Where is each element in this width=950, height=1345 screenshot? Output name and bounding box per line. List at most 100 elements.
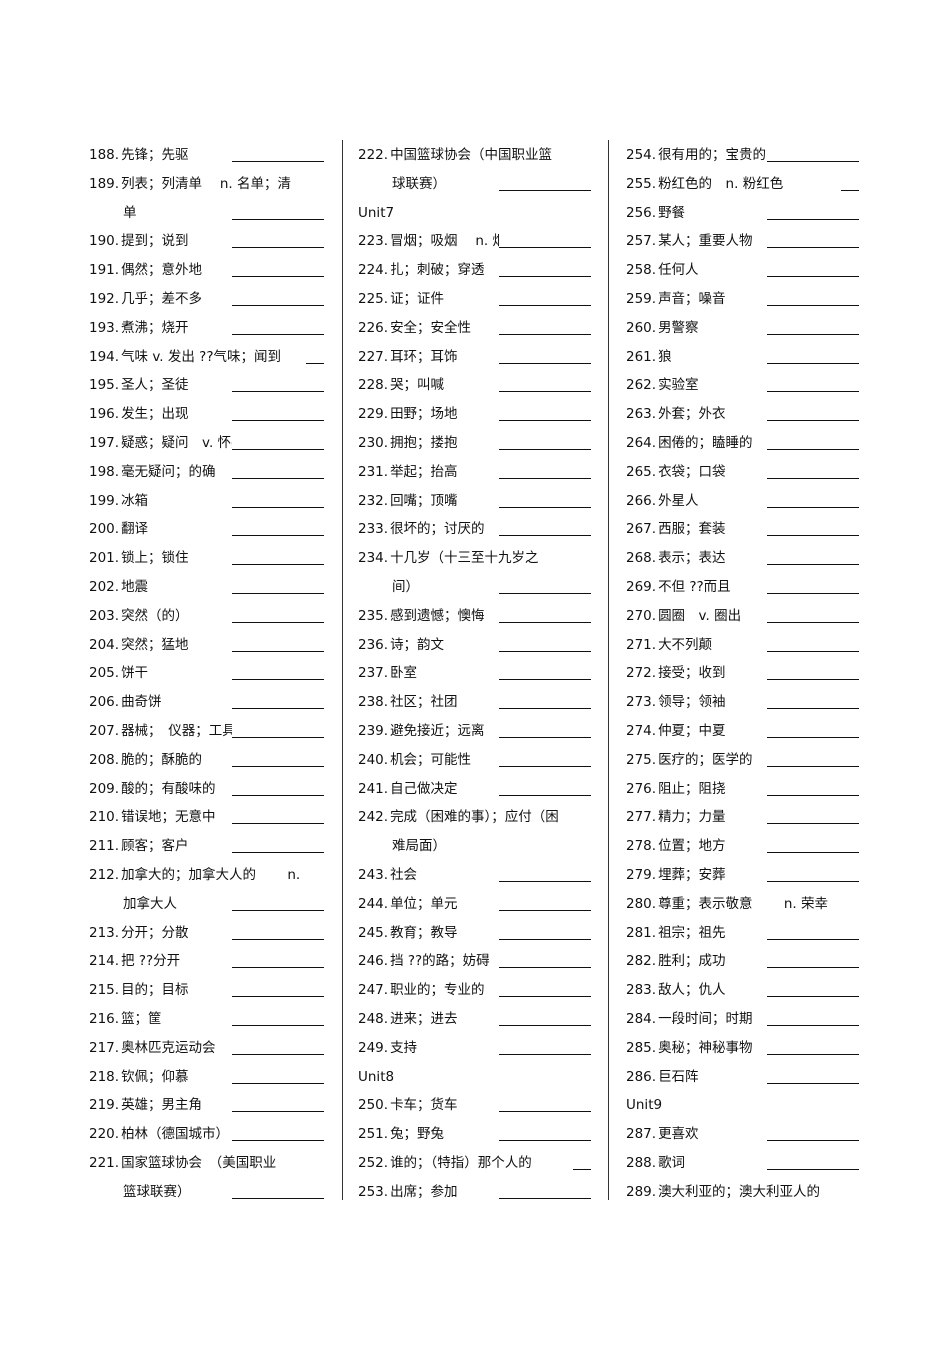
answer-blank[interactable] xyxy=(767,400,859,422)
answer-blank[interactable] xyxy=(767,631,859,652)
answer-blank[interactable] xyxy=(767,688,859,710)
answer-blank[interactable] xyxy=(232,659,324,681)
answer-blank[interactable] xyxy=(232,1034,324,1055)
answer-blank[interactable] xyxy=(232,717,324,738)
answer-blank[interactable] xyxy=(767,573,859,594)
answer-blank[interactable] xyxy=(767,227,859,249)
answer-blank[interactable] xyxy=(499,227,591,249)
answer-blank[interactable] xyxy=(499,458,591,479)
answer-blank[interactable] xyxy=(767,515,859,537)
answer-blank[interactable] xyxy=(767,659,859,681)
answer-blank[interactable] xyxy=(767,544,859,566)
answer-blank[interactable] xyxy=(499,314,591,335)
answer-blank[interactable] xyxy=(499,947,591,969)
answer-blank[interactable] xyxy=(499,659,591,681)
answer-blank[interactable] xyxy=(232,573,324,594)
answer-blank[interactable] xyxy=(767,717,859,738)
answer-blank[interactable] xyxy=(306,343,324,364)
answer-blank[interactable] xyxy=(767,746,859,767)
answer-blank[interactable] xyxy=(232,1063,324,1084)
answer-blank[interactable] xyxy=(232,544,324,566)
answer-blank[interactable] xyxy=(499,602,591,623)
answer-blank[interactable] xyxy=(499,487,591,508)
entry-number: 289. xyxy=(626,1183,657,1200)
answer-blank[interactable] xyxy=(767,775,859,796)
answer-blank[interactable] xyxy=(767,371,859,393)
answer-blank[interactable] xyxy=(232,458,324,479)
answer-blank[interactable] xyxy=(767,314,859,335)
answer-blank[interactable] xyxy=(767,256,859,278)
answer-blank[interactable] xyxy=(499,573,591,594)
answer-blank[interactable] xyxy=(499,919,591,940)
answer-blank[interactable] xyxy=(767,1005,859,1026)
answer-blank[interactable] xyxy=(767,919,859,940)
answer-blank[interactable] xyxy=(232,947,324,969)
answer-blank[interactable] xyxy=(499,400,591,422)
answer-blank[interactable] xyxy=(767,429,859,450)
answer-blank[interactable] xyxy=(499,170,591,191)
answer-blank[interactable] xyxy=(767,1149,859,1170)
answer-blank[interactable] xyxy=(232,602,324,623)
answer-blank[interactable] xyxy=(767,803,859,825)
answer-blank[interactable] xyxy=(232,1120,324,1142)
answer-blank[interactable] xyxy=(499,631,591,652)
answer-blank[interactable] xyxy=(232,1178,324,1199)
answer-blank[interactable] xyxy=(499,371,591,393)
answer-blank[interactable] xyxy=(232,775,324,796)
answer-blank[interactable] xyxy=(499,775,591,796)
answer-blank[interactable] xyxy=(232,400,324,422)
answer-blank[interactable] xyxy=(499,1178,591,1199)
answer-blank[interactable] xyxy=(232,285,324,306)
answer-blank[interactable] xyxy=(232,746,324,767)
answer-blank[interactable] xyxy=(499,746,591,767)
answer-blank[interactable] xyxy=(232,199,324,220)
answer-blank[interactable] xyxy=(499,515,591,537)
answer-blank[interactable] xyxy=(499,688,591,710)
answer-blank[interactable] xyxy=(232,890,324,911)
answer-blank[interactable] xyxy=(767,1120,859,1142)
answer-blank[interactable] xyxy=(499,890,591,911)
answer-blank[interactable] xyxy=(767,976,859,998)
answer-blank[interactable] xyxy=(232,256,324,278)
answer-blank[interactable] xyxy=(232,832,324,854)
answer-blank[interactable] xyxy=(499,717,591,738)
answer-blank[interactable] xyxy=(767,1063,859,1084)
answer-blank[interactable] xyxy=(232,803,324,825)
answer-blank[interactable] xyxy=(232,515,324,537)
answer-blank[interactable] xyxy=(499,1091,591,1113)
answer-blank[interactable] xyxy=(232,1005,324,1026)
answer-blank[interactable] xyxy=(232,631,324,652)
answer-blank[interactable] xyxy=(767,458,859,479)
answer-blank[interactable] xyxy=(232,688,324,710)
answer-blank[interactable] xyxy=(232,141,324,162)
answer-blank[interactable] xyxy=(232,371,324,393)
answer-blank[interactable] xyxy=(767,602,859,623)
answer-blank[interactable] xyxy=(499,285,591,306)
answer-blank[interactable] xyxy=(232,919,324,940)
answer-blank[interactable] xyxy=(499,1120,591,1142)
answer-blank[interactable] xyxy=(767,1034,859,1055)
answer-blank[interactable] xyxy=(232,1091,324,1113)
answer-blank[interactable] xyxy=(232,487,324,508)
answer-blank[interactable] xyxy=(232,314,324,335)
answer-blank[interactable] xyxy=(499,1034,591,1055)
answer-blank[interactable] xyxy=(767,199,859,220)
answer-blank[interactable] xyxy=(232,227,324,249)
answer-blank[interactable] xyxy=(767,861,859,882)
answer-blank[interactable] xyxy=(499,861,591,882)
answer-blank[interactable] xyxy=(499,256,591,278)
answer-blank[interactable] xyxy=(767,141,859,162)
answer-blank[interactable] xyxy=(232,976,324,998)
answer-blank[interactable] xyxy=(499,343,591,364)
answer-blank[interactable] xyxy=(841,170,859,191)
answer-blank[interactable] xyxy=(573,1149,591,1170)
answer-blank[interactable] xyxy=(767,285,859,306)
answer-blank[interactable] xyxy=(767,947,859,969)
answer-blank[interactable] xyxy=(232,429,324,450)
answer-blank[interactable] xyxy=(767,343,859,364)
answer-blank[interactable] xyxy=(767,487,859,508)
answer-blank[interactable] xyxy=(499,1005,591,1026)
answer-blank[interactable] xyxy=(499,429,591,450)
answer-blank[interactable] xyxy=(767,832,859,854)
answer-blank[interactable] xyxy=(499,976,591,998)
